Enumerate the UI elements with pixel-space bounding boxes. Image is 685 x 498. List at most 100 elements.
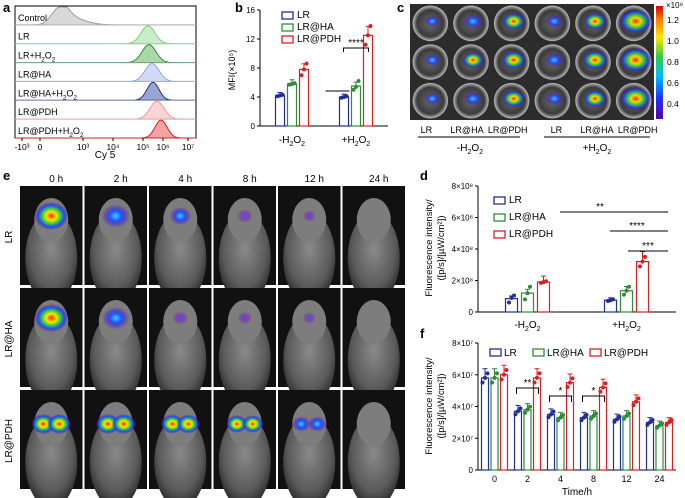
legend-swatch-lr bbox=[489, 348, 502, 357]
plate-image bbox=[410, 4, 654, 120]
well-signal bbox=[583, 90, 607, 108]
signal-spot bbox=[47, 414, 72, 434]
timepoint-label: 2 h bbox=[114, 174, 128, 185]
x-tick-label: 4 bbox=[558, 474, 563, 484]
panel-letter-d: d bbox=[420, 168, 428, 183]
mouse-body bbox=[347, 212, 400, 304]
x-tick-label: 10³ bbox=[77, 142, 89, 152]
legend-swatch-lrha bbox=[493, 213, 506, 222]
data-point bbox=[485, 371, 490, 376]
group-label: +H2O2 bbox=[342, 135, 371, 148]
data-point bbox=[634, 399, 638, 404]
well-signal bbox=[501, 51, 526, 69]
data-point bbox=[502, 372, 506, 377]
bar-LR-4 bbox=[612, 418, 622, 471]
data-point bbox=[624, 288, 629, 293]
mouse-body bbox=[89, 212, 142, 304]
signal-spot bbox=[111, 414, 136, 434]
y-tick-label: 4×10⁸ bbox=[452, 245, 473, 254]
data-point bbox=[528, 284, 532, 289]
panel-letter-b: b bbox=[235, 0, 243, 15]
signal-spot bbox=[291, 416, 311, 432]
legend-label-lrha: LR@HA bbox=[297, 22, 334, 33]
timepoint-label: 4 h bbox=[178, 174, 192, 185]
mouse-head bbox=[356, 402, 391, 446]
x-tick-label: 12 bbox=[621, 474, 631, 484]
y-axis-label-unit: ([p/s]/[µW/cm²]) bbox=[436, 215, 447, 280]
data-point bbox=[525, 291, 530, 296]
legend-label-lrha: LR@HA bbox=[547, 348, 584, 359]
bar-LR-0 bbox=[274, 94, 286, 127]
row-label: LR@PDH bbox=[4, 419, 15, 463]
timepoint-label: 0 h bbox=[49, 174, 63, 185]
panel-d-chart: 0 2×10⁸ 4×10⁸ 6×10⁸ 8×10⁸ Fluorescence intens… bbox=[424, 182, 676, 333]
data-point bbox=[622, 416, 626, 421]
panel-a-histograms: Control LR LR+H2O2 LR@HA LR@HA+H2O2 LR@PDH LR@… bbox=[14, 5, 197, 152]
data-point bbox=[354, 84, 358, 89]
data-point bbox=[532, 380, 537, 385]
sig-bracket bbox=[582, 395, 605, 402]
plate-column-label: LR@PDH bbox=[488, 125, 528, 135]
bar-LR@PDH-1 bbox=[532, 377, 542, 471]
plate-column-label: LR@PDH bbox=[618, 125, 658, 135]
data-point bbox=[615, 417, 619, 422]
mouse-body bbox=[25, 212, 78, 304]
well-signal bbox=[545, 14, 564, 28]
bar-LR@PDH-1 bbox=[635, 261, 650, 313]
legend-swatch-lrha bbox=[532, 348, 545, 357]
panel-letter-a: a bbox=[3, 0, 11, 15]
data-point bbox=[627, 411, 631, 416]
data-point bbox=[612, 419, 617, 424]
legend-swatch-lrpdh bbox=[589, 348, 602, 357]
signal-spot bbox=[102, 306, 130, 330]
plate-group-label: +H2O2 bbox=[583, 143, 612, 156]
plate-column-label: LR bbox=[421, 125, 433, 135]
data-point bbox=[525, 407, 530, 412]
data-point bbox=[549, 412, 553, 417]
x-tick-label: 0 bbox=[492, 474, 497, 484]
legend-swatch-lr bbox=[493, 196, 506, 205]
data-point bbox=[636, 396, 641, 401]
colorbar-tick-label: 1.0 bbox=[667, 36, 679, 46]
timepoint-label: 24 h bbox=[369, 174, 388, 185]
data-point bbox=[643, 254, 647, 259]
data-point bbox=[280, 92, 285, 97]
well-signal bbox=[620, 87, 652, 111]
data-point bbox=[570, 376, 575, 381]
data-point bbox=[518, 406, 523, 411]
x-tick-label: -10³ bbox=[14, 142, 29, 152]
data-point bbox=[368, 23, 373, 28]
legend-swatch-lrpdh bbox=[493, 230, 506, 239]
panel-c-wellplate: ×10⁹ 1.2 1.0 0.8 0.6 0.4 LR LR@HA LR@PDH LR LR@HA L… bbox=[410, 1, 683, 156]
mouse-head bbox=[356, 300, 391, 344]
y-tick-label: 12 bbox=[246, 35, 255, 44]
y-axis-label: MFI(×10⁵) bbox=[227, 50, 237, 91]
data-point bbox=[568, 380, 572, 385]
mouse-body bbox=[347, 314, 400, 406]
histogram-label-0: Control bbox=[18, 13, 47, 23]
well-signal bbox=[463, 13, 483, 29]
data-point bbox=[490, 380, 494, 385]
data-point bbox=[504, 367, 509, 372]
y-tick-label: 16 bbox=[246, 6, 255, 15]
data-point bbox=[584, 412, 589, 417]
group-label: -H2O2 bbox=[514, 320, 540, 333]
data-point bbox=[591, 414, 596, 419]
data-point bbox=[292, 81, 297, 86]
well-signal bbox=[424, 53, 441, 67]
data-point bbox=[617, 414, 622, 419]
row-label: LR@HA bbox=[4, 320, 15, 357]
plate-column-label: LR bbox=[551, 125, 563, 135]
legend-label-lr: LR bbox=[504, 348, 517, 359]
mouse-body bbox=[283, 212, 336, 304]
sig-bracket bbox=[516, 387, 539, 394]
y-axis-label-unit: ([p/s]/[µW/cm²]) bbox=[436, 373, 447, 438]
x-tick-label: 10⁵ bbox=[137, 142, 150, 152]
y-tick-label: 2×10⁷ bbox=[452, 434, 473, 443]
y-tick-label: 6×10⁸ bbox=[452, 214, 473, 223]
data-point bbox=[611, 297, 615, 302]
data-point bbox=[556, 418, 560, 423]
histogram-label-6: LR@PDH+H2O2 bbox=[18, 126, 84, 139]
plate-group-label: -H2O2 bbox=[457, 143, 483, 156]
well-signal bbox=[619, 9, 652, 34]
